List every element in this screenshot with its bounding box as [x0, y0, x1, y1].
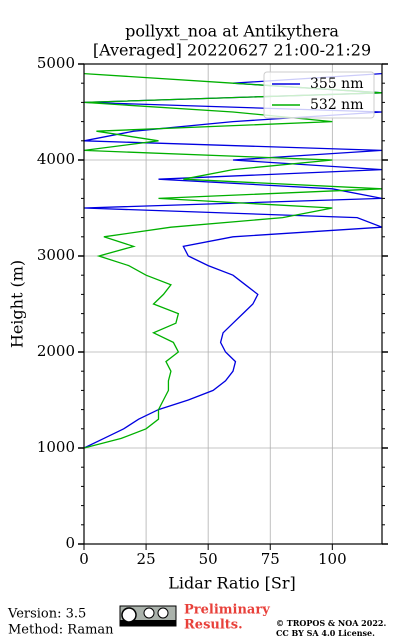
x-tick-label: 75	[261, 550, 280, 568]
version: Version: 3.5	[7, 607, 86, 622]
chart-subtitle: [Averaged] 20220627 21:00-21:29	[93, 41, 371, 60]
x-tick-label: 0	[79, 550, 89, 568]
results: Results.	[184, 618, 243, 633]
x-axis-label: Lidar Ratio [Sr]	[168, 574, 296, 593]
preliminary: Preliminary	[184, 603, 270, 618]
y-axis-label: Height (m)	[8, 260, 27, 348]
y-tick-label: 3000	[37, 246, 75, 264]
x-tick-label: 50	[199, 550, 218, 568]
copyright: © TROPOS & NOA 2022.	[276, 618, 386, 628]
license: CC BY SA 4.0 License.	[276, 628, 375, 638]
cc-badge	[119, 605, 177, 627]
legend-label: 355 nm	[310, 76, 363, 92]
plot-frame	[83, 63, 383, 545]
y-tick-label: 0	[65, 534, 75, 552]
data-line	[84, 72, 382, 449]
method: Method: Raman	[8, 623, 114, 638]
y-tick-label: 2000	[37, 342, 75, 360]
x-tick-label: 100	[318, 550, 347, 568]
y-tick-label: 5000	[37, 54, 75, 72]
y-tick-label: 1000	[37, 438, 75, 456]
data-line	[84, 72, 382, 449]
x-tick-label: 25	[137, 550, 156, 568]
chart-title: pollyxt_noa at Antikythera	[125, 22, 339, 41]
y-tick-label: 4000	[37, 150, 75, 168]
plot-lines	[84, 72, 382, 449]
legend-label: 532 nm	[310, 97, 363, 113]
